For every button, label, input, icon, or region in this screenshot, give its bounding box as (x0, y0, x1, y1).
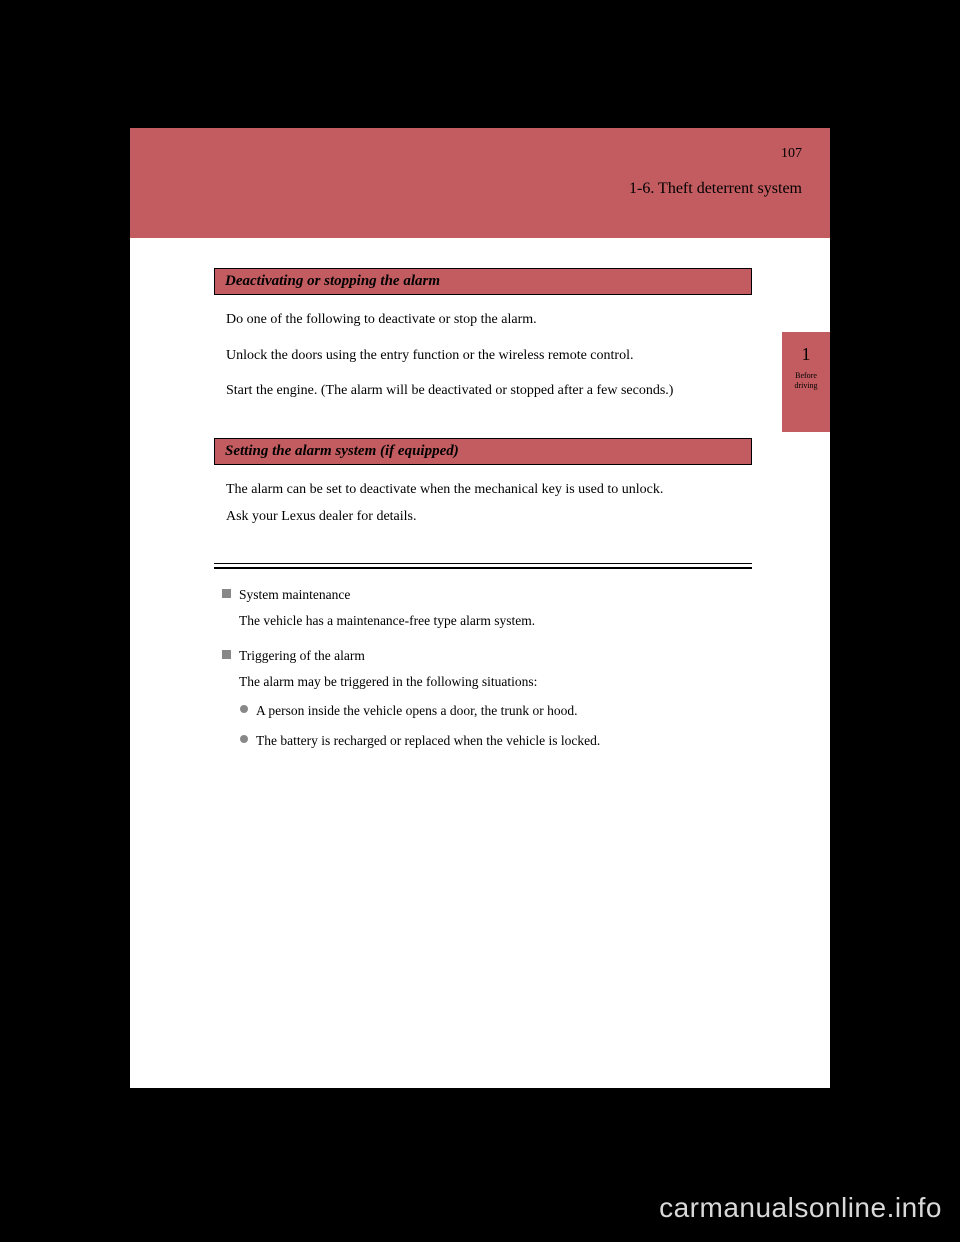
round-bullet-icon (240, 735, 248, 743)
page-number: 107 (781, 146, 802, 162)
divider-rule (214, 563, 752, 569)
chapter-label: Before driving (782, 371, 830, 390)
para-ask-dealer: Ask your Lexus dealer for details. (214, 506, 752, 527)
chapter-number: 1 (782, 344, 830, 365)
para-unlock: Unlock the doors using the entry functio… (214, 345, 752, 367)
watermark-text: carmanualsonline.info (659, 1192, 942, 1224)
note-title-2: Triggering of the alarm (239, 646, 537, 666)
bullet-2: The battery is recharged or replaced whe… (256, 731, 600, 751)
note-title-1: System maintenance (239, 585, 535, 605)
manual-page: 107 1-6. Theft deterrent system 1 Before… (130, 128, 830, 1088)
section-title: 1-6. Theft deterrent system (629, 180, 802, 198)
heading-setting-alarm: Setting the alarm system (if equipped) (214, 438, 752, 465)
note-sub-2: The alarm may be triggered in the follow… (239, 672, 537, 692)
note-triggering: Triggering of the alarm The alarm may be… (214, 646, 752, 691)
header-band: 107 1-6. Theft deterrent system (130, 128, 830, 238)
para-start-engine: Start the engine. (The alarm will be dea… (214, 380, 752, 402)
bullet-row-1: A person inside the vehicle opens a door… (214, 701, 752, 721)
note-sub-1: The vehicle has a maintenance-free type … (239, 611, 535, 631)
content-area: Deactivating or stopping the alarm Do on… (130, 238, 830, 750)
heading-deactivating: Deactivating or stopping the alarm (214, 268, 752, 295)
para-do-one: Do one of the following to deactivate or… (214, 309, 752, 331)
square-bullet-icon (222, 589, 231, 598)
para-alarm-set: The alarm can be set to deactivate when … (214, 479, 752, 500)
round-bullet-icon (240, 705, 248, 713)
note-system-maintenance: System maintenance The vehicle has a mai… (214, 585, 752, 630)
chapter-side-tab: 1 Before driving (782, 332, 830, 432)
bullet-row-2: The battery is recharged or replaced whe… (214, 731, 752, 751)
square-bullet-icon (222, 650, 231, 659)
bullet-1: A person inside the vehicle opens a door… (256, 701, 578, 721)
